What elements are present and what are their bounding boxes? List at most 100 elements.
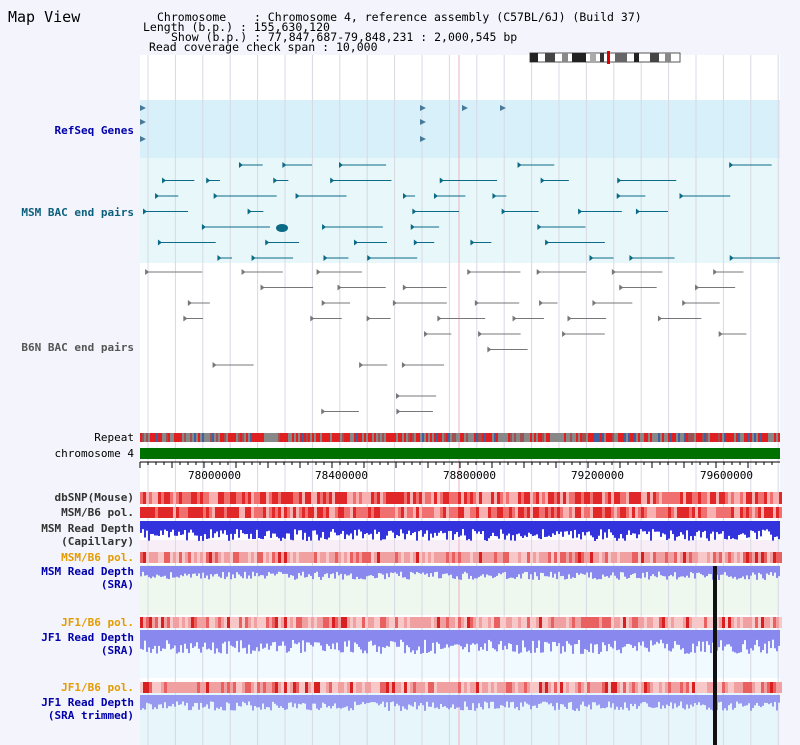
label-jf1-b6-pol-2[interactable]: JF1/B6 pol. bbox=[61, 681, 134, 694]
polymorphism-cell bbox=[653, 492, 656, 504]
label-msm-depth-capillary[interactable]: MSM Read Depth (Capillary) bbox=[41, 522, 134, 548]
repeat-segment bbox=[216, 433, 218, 442]
read-depth-bar bbox=[412, 695, 414, 707]
read-depth-bar bbox=[692, 695, 694, 707]
read-depth-bar bbox=[752, 630, 754, 651]
read-depth-bar bbox=[380, 521, 382, 541]
read-depth-bar bbox=[754, 630, 756, 645]
repeat-segment bbox=[454, 433, 456, 442]
read-depth-bar bbox=[458, 521, 460, 537]
polymorphism-cell bbox=[221, 682, 224, 693]
polymorphism-cell bbox=[608, 682, 611, 693]
repeat-segment bbox=[502, 433, 504, 442]
read-depth-bar bbox=[654, 566, 656, 577]
polymorphism-cell bbox=[344, 617, 347, 628]
read-depth-bar bbox=[680, 630, 682, 650]
read-depth-bar bbox=[396, 521, 398, 536]
polymorphism-cell bbox=[380, 682, 383, 693]
polymorphism-cell bbox=[683, 682, 686, 693]
read-depth-bar bbox=[436, 630, 438, 643]
read-depth-bar bbox=[496, 566, 498, 576]
read-depth-bar bbox=[412, 566, 414, 573]
repeat-segment bbox=[274, 433, 276, 442]
label-msm-bac-end-pairs[interactable]: MSM BAC end pairs bbox=[21, 206, 134, 219]
polymorphism-cell bbox=[362, 507, 365, 518]
read-depth-bar bbox=[300, 521, 302, 531]
repeat-segment bbox=[662, 433, 664, 442]
msm-bac-end bbox=[433, 193, 438, 199]
read-depth-bar bbox=[306, 695, 308, 710]
repeat-segment bbox=[200, 433, 202, 442]
b6n-bac-end bbox=[682, 300, 687, 306]
polymorphism-cell bbox=[143, 617, 146, 628]
polymorphism-cell bbox=[320, 617, 323, 628]
label-jf1-depth-sra[interactable]: JF1 Read Depth (SRA) bbox=[41, 631, 134, 657]
read-depth-bar bbox=[560, 521, 562, 532]
read-depth-bar bbox=[456, 695, 458, 708]
polymorphism-cell bbox=[587, 682, 590, 693]
read-depth-bar bbox=[778, 521, 780, 540]
polymorphism-cell bbox=[161, 552, 164, 563]
polymorphism-cell bbox=[248, 492, 251, 504]
label-msm-b6-pol-2[interactable]: MSM/B6 pol. bbox=[61, 551, 134, 564]
polymorphism-cell bbox=[533, 617, 536, 628]
read-depth-bar bbox=[240, 521, 242, 530]
polymorphism-cell bbox=[719, 617, 722, 628]
read-depth-bar bbox=[708, 695, 710, 708]
read-depth-bar bbox=[548, 695, 550, 705]
label-jf1-b6-pol-1[interactable]: JF1/B6 pol. bbox=[61, 616, 134, 629]
polymorphism-cell bbox=[344, 552, 347, 563]
polymorphism-cell bbox=[452, 507, 455, 518]
read-depth-bar bbox=[414, 630, 416, 654]
read-depth-bar bbox=[246, 695, 248, 706]
read-depth-bar bbox=[304, 521, 306, 533]
label-msm-depth-sra[interactable]: MSM Read Depth (SRA) bbox=[41, 565, 134, 591]
polymorphism-cell bbox=[548, 682, 551, 693]
read-depth-bar bbox=[598, 695, 600, 705]
read-depth-bar bbox=[192, 695, 194, 707]
polymorphism-cell bbox=[710, 617, 713, 628]
read-depth-bar bbox=[170, 630, 172, 650]
polymorphism-cell bbox=[293, 682, 296, 693]
polymorphism-cell bbox=[761, 492, 764, 504]
polymorphism-cell bbox=[350, 507, 353, 518]
polymorphism-cell bbox=[260, 617, 263, 628]
polymorphism-cell bbox=[740, 507, 743, 518]
label-refseq-genes[interactable]: RefSeq Genes bbox=[54, 124, 134, 137]
polymorphism-cell bbox=[290, 492, 293, 504]
read-depth-bar bbox=[676, 566, 678, 580]
read-depth-bar bbox=[218, 630, 220, 653]
label-jf1-depth-trimmed[interactable]: JF1 Read Depth (SRA trimmed) bbox=[41, 696, 134, 722]
read-depth-bar bbox=[268, 695, 270, 708]
read-depth-bar bbox=[534, 566, 536, 573]
read-depth-bar bbox=[640, 630, 642, 646]
read-depth-bar bbox=[234, 566, 236, 579]
read-depth-bar bbox=[626, 695, 628, 708]
read-depth-bar bbox=[282, 630, 284, 642]
polymorphism-cell bbox=[362, 617, 365, 628]
polymorphism-cell bbox=[215, 492, 218, 504]
label-dbsnp[interactable]: dbSNP(Mouse) bbox=[54, 491, 134, 504]
polymorphism-cell bbox=[722, 507, 725, 518]
repeat-segment bbox=[166, 433, 168, 442]
read-depth-bar bbox=[412, 630, 414, 651]
read-depth-bar bbox=[730, 521, 732, 540]
msm-depth-sra-line2: (SRA) bbox=[100, 578, 134, 591]
read-depth-bar bbox=[370, 566, 372, 576]
polymorphism-cell bbox=[401, 682, 404, 693]
read-depth-bar bbox=[170, 521, 172, 532]
repeat-segment bbox=[552, 433, 554, 442]
repeat-segment bbox=[278, 433, 280, 442]
read-depth-bar bbox=[490, 695, 492, 702]
repeat-segment bbox=[614, 433, 616, 442]
label-b6n-bac-end-pairs[interactable]: B6N BAC end pairs bbox=[21, 341, 134, 354]
polymorphism-cell bbox=[308, 552, 311, 563]
msm-bac-end bbox=[330, 177, 335, 184]
polymorphism-cell bbox=[719, 492, 722, 504]
label-msm-b6-pol-1[interactable]: MSM/B6 pol. bbox=[61, 506, 134, 519]
repeat-segment bbox=[440, 433, 442, 442]
read-depth-bar bbox=[604, 566, 606, 577]
polymorphism-cell bbox=[182, 617, 185, 628]
read-depth-bar bbox=[770, 630, 772, 649]
